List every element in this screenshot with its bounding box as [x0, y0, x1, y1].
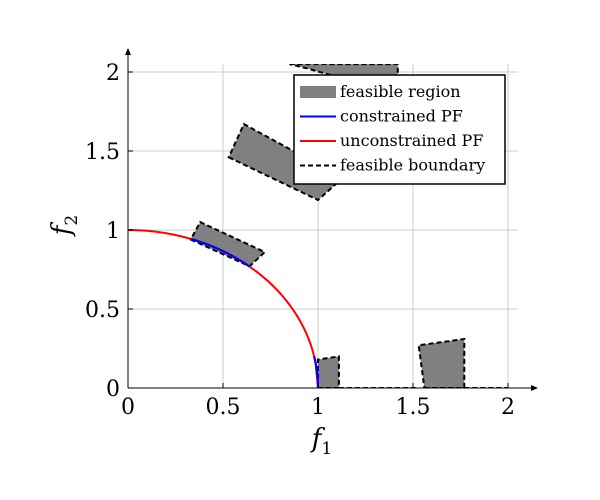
legend-swatch-feasible-region [300, 86, 336, 98]
legend: feasible region constrained PF unconstrain… [293, 74, 506, 185]
feasible-region-5 [417, 337, 466, 388]
x-tick-label-3: 1.5 [396, 395, 431, 420]
y-axis-label: f2 [47, 215, 82, 237]
x-tick-label-4: 2 [501, 395, 515, 420]
feasible-region-4 [317, 355, 340, 388]
legend-label-feasible-boundary: feasible boundary [340, 156, 485, 175]
y-tick-label-3: 1.5 [85, 140, 120, 165]
axes [125, 48, 538, 391]
legend-label-constrained-pf: constrained PF [340, 107, 463, 126]
constrained-pf-segment-2 [313, 356, 320, 388]
x-tick-label-1: 0.5 [206, 395, 241, 420]
x-axis-label: f1 [310, 424, 332, 459]
y-tick-label-1: 0.5 [85, 298, 120, 323]
legend-label-unconstrained-pf: unconstrained PF [340, 131, 483, 150]
y-tick-label-2: 1 [106, 219, 120, 244]
y-tick-label-4: 2 [106, 61, 120, 86]
tick-labels: 0 0.5 1 1.5 2 0 0.5 1 1.5 2 [85, 61, 515, 420]
feasible-region-1 [189, 220, 267, 268]
x-axis-arrow [531, 385, 538, 391]
pareto-curves [128, 229, 508, 388]
y-axis-arrow [125, 48, 131, 55]
constrained-pf-segment-1 [190, 237, 251, 268]
y-tick-label-0: 0 [106, 377, 120, 402]
legend-label-feasible-region: feasible region [340, 82, 461, 101]
x-tick-label-2: 1 [311, 395, 325, 420]
x-tick-label-0: 0 [121, 395, 135, 420]
